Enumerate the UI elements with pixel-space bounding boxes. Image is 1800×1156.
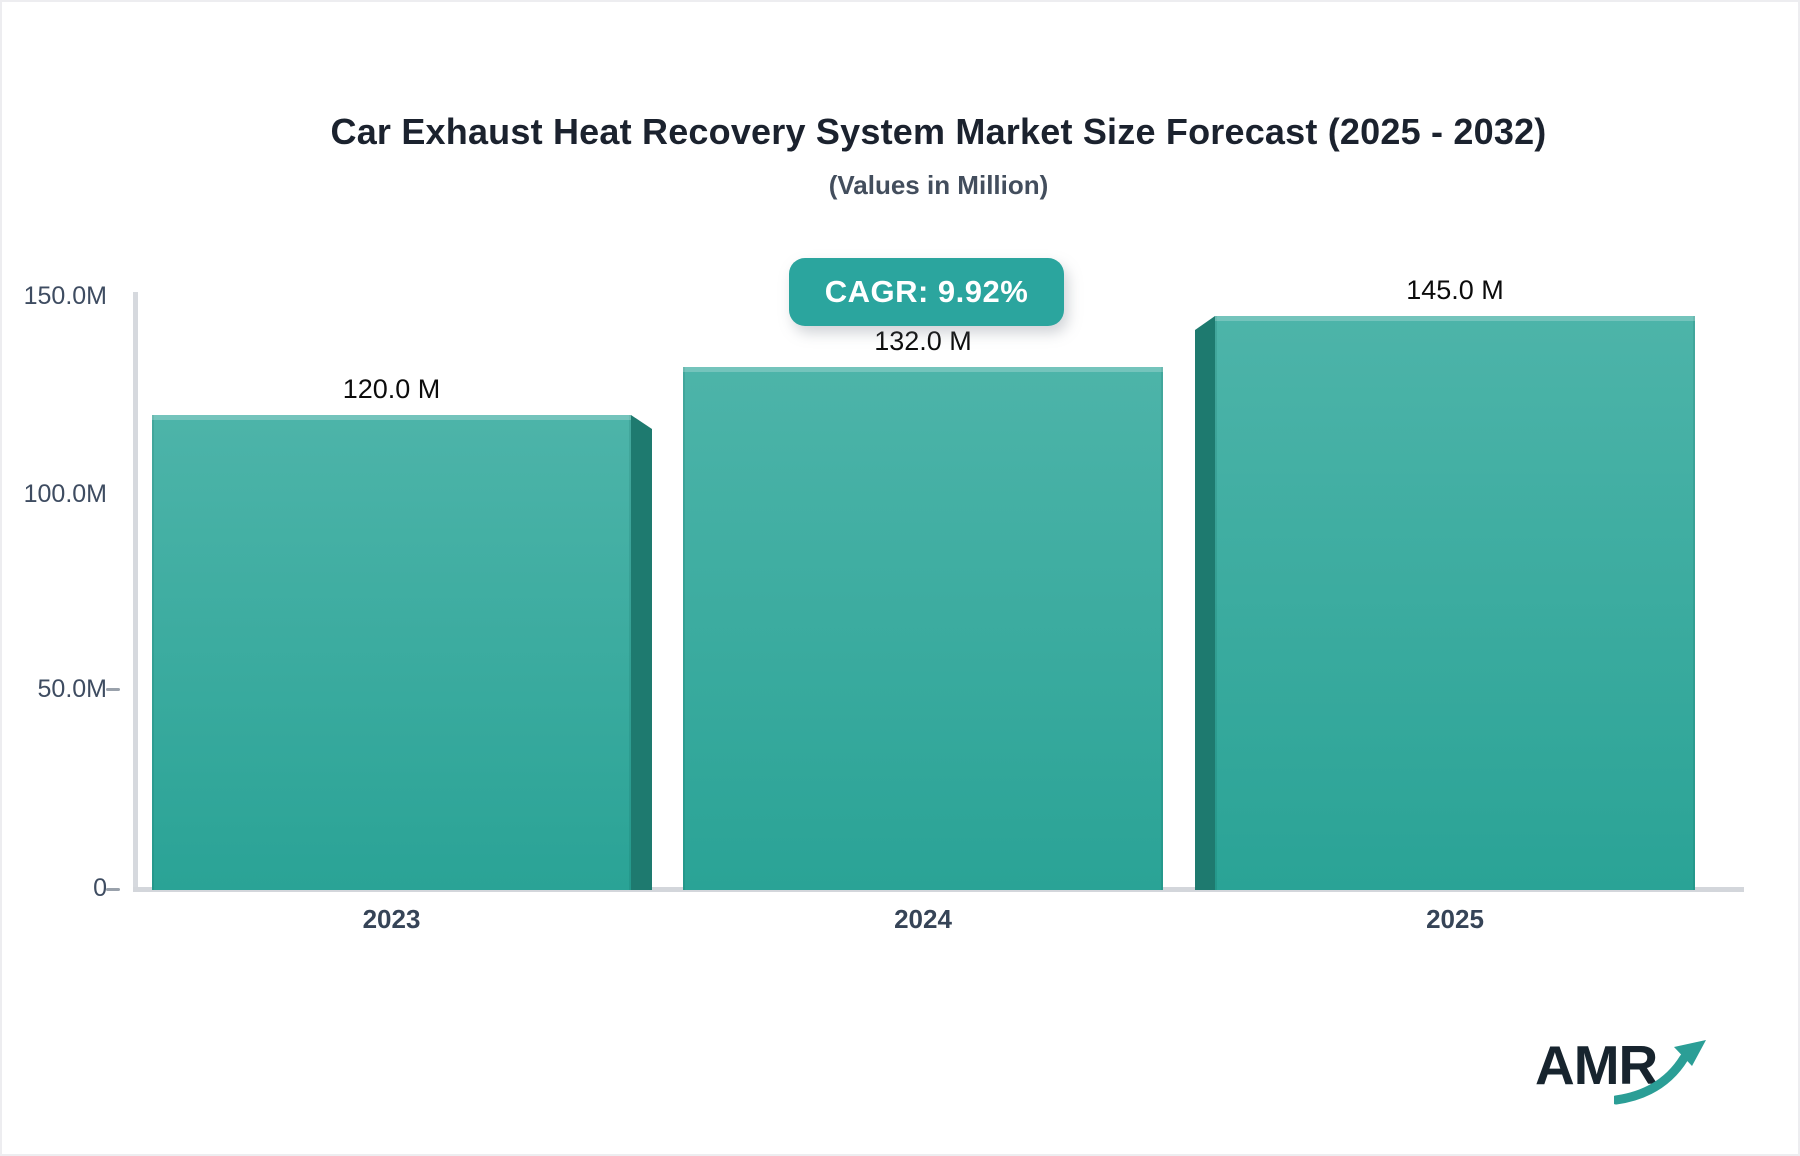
amr-logo-text: AMR: [1535, 1034, 1658, 1096]
bar-3d-side-2023: [631, 415, 652, 890]
bar-2025[interactable]: [1215, 316, 1695, 890]
x-tick-label-2024: 2024: [894, 904, 952, 934]
y-tick-label-100m: 100.0M: [23, 480, 107, 508]
bar-value-label-2024: 132.0 M: [874, 326, 972, 356]
x-tick-label-2025: 2025: [1426, 904, 1484, 934]
chart-subtitle: (Values in Million): [828, 170, 1049, 200]
bar-2024[interactable]: [683, 367, 1163, 890]
y-axis-line: [133, 292, 138, 890]
y-tick-mark-0: [106, 888, 120, 891]
x-tick-label-2023: 2023: [362, 904, 421, 934]
bar-value-label-2023: 120.0 M: [342, 374, 441, 404]
y-tick-label-150m: 150.0M: [23, 282, 107, 310]
y-tick-label-50m: 50.0M: [37, 675, 107, 703]
trend-up-arrow-icon: [1614, 1040, 1706, 1105]
y-tick-mark-50m: [106, 688, 120, 691]
amr-logo: AMR: [1522, 1030, 1732, 1115]
bar-2023[interactable]: [152, 415, 631, 890]
bar-value-label-2025: 145.0 M: [1406, 275, 1504, 305]
chart-title: Car Exhaust Heat Recovery System Market …: [330, 111, 1547, 152]
y-tick-label-0: 0: [93, 874, 107, 902]
cagr-badge: CAGR: 9.92%: [789, 258, 1064, 326]
bar-3d-side-2025: [1195, 316, 1215, 890]
